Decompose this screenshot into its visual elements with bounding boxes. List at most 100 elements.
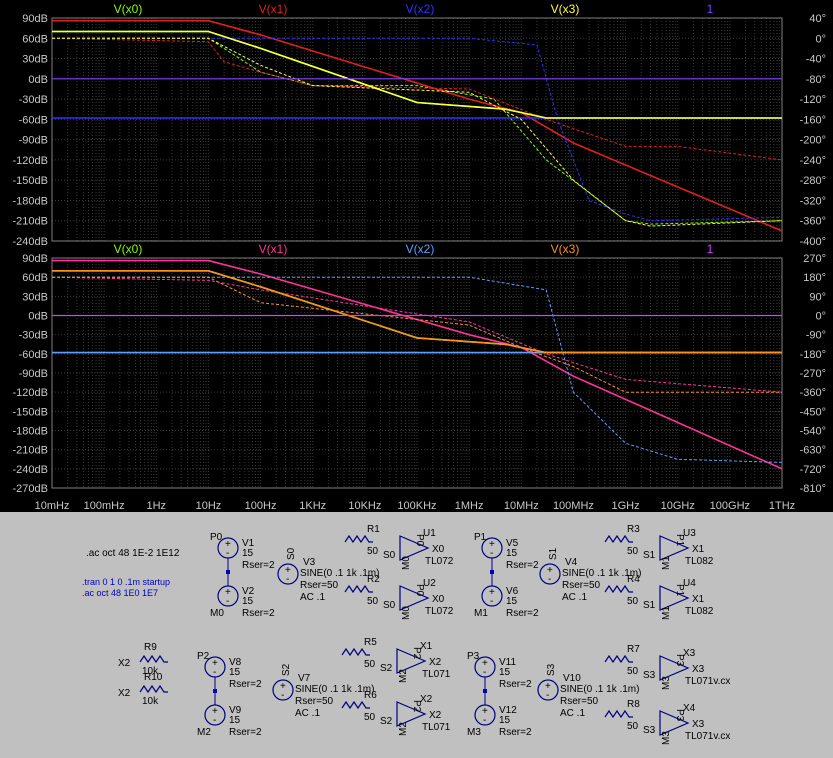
- y-tick-label-left: -210dB: [13, 445, 48, 457]
- sine-spec: SINE(0 .1 1k .1m): [295, 684, 374, 695]
- x-tick-label: 100Hz: [245, 500, 277, 512]
- supply-rser-bottom: Rser=2: [499, 727, 532, 738]
- y-tick-label-left: 90dB: [22, 13, 48, 25]
- y-tick-label-left: -270dB: [13, 483, 48, 495]
- legend-label-0[interactable]: V(x0): [114, 2, 143, 16]
- sine-node: S0: [286, 547, 297, 560]
- feedback-resistor[interactable]: [341, 647, 370, 657]
- supply-rser-bottom: Rser=2: [229, 727, 262, 738]
- legend-label-3[interactable]: V(x3): [551, 242, 580, 256]
- y-tick-label-right: -40°: [806, 54, 826, 66]
- legend-label-1[interactable]: V(x1): [259, 242, 288, 256]
- x-tick-label: 100GHz: [710, 500, 750, 512]
- resistor-value: 50: [627, 546, 639, 557]
- x-tick-label: 10GHz: [661, 500, 695, 512]
- legend-label-4[interactable]: 1: [707, 2, 714, 16]
- opamp-supply-node: P0: [414, 534, 425, 547]
- y-tick-label-left: -210dB: [13, 216, 48, 228]
- feedback-resistor[interactable]: [604, 654, 633, 664]
- feedback-resistor[interactable]: [604, 709, 633, 719]
- sine-ac: AC .1: [295, 708, 320, 719]
- opamp-supply-node: P3: [674, 709, 685, 722]
- plus-sign: +: [489, 587, 495, 598]
- load-value: 10k: [142, 666, 159, 677]
- directive-ac1[interactable]: .ac oct 48 1E-2 1E12: [86, 548, 180, 559]
- y-tick-label-left: -150dB: [13, 406, 48, 418]
- waveform-plots[interactable]: 90dB 60dB 30dB 0dB -30dB -60dB -90dB -120dB -150…: [0, 0, 833, 512]
- pane-1[interactable]: 90dB 60dB 30dB 0dB -30dB -60dB -90dB -120dB -150…: [13, 242, 826, 512]
- sine-rser: Rser=50: [562, 580, 601, 591]
- y-tick-label-right: -200°: [800, 135, 826, 147]
- opamp-output-node: X0: [432, 594, 445, 605]
- trace-Vx1-phase: [51, 276, 783, 393]
- trace-Vx3-phase: [52, 37, 783, 227]
- y-tick-label-left: -90dB: [19, 135, 48, 147]
- opamp-model: TL071v.cx: [685, 731, 730, 742]
- resistor-value: 50: [367, 596, 379, 607]
- opamp[interactable]: [659, 535, 690, 561]
- sine-source[interactable]: [539, 563, 561, 585]
- opamp[interactable]: [399, 535, 430, 561]
- pane-0[interactable]: 90dB 60dB 30dB 0dB -30dB -60dB -90dB -120dB -150…: [13, 2, 826, 248]
- opamp-input-node: S2: [380, 663, 393, 674]
- sine-spec: SINE(0 .1 1k .1m): [560, 684, 639, 695]
- feedback-resistor[interactable]: [604, 584, 633, 594]
- opamp[interactable]: [396, 648, 427, 674]
- load-resistor[interactable]: [139, 654, 168, 664]
- legend-label-3[interactable]: V(x3): [551, 2, 580, 16]
- opamp-neg-supply: M3: [661, 731, 672, 745]
- directive-ac2[interactable]: .ac oct 48 1E0 1E7: [82, 588, 158, 598]
- sine-node: S1: [548, 547, 559, 560]
- opamp-name: X4: [683, 703, 696, 714]
- directive-tran[interactable]: .tran 0 1 0 .1m startup: [82, 577, 170, 587]
- legend-label-0[interactable]: V(x0): [114, 242, 143, 256]
- feedback-resistor[interactable]: [604, 534, 633, 544]
- minus-sign: -: [226, 596, 229, 607]
- legend-label-1[interactable]: V(x1): [259, 2, 288, 16]
- opamp-supply-node: P1: [674, 534, 685, 547]
- supply-name-top: V8: [229, 657, 242, 668]
- sine-source[interactable]: [537, 679, 559, 701]
- sine-name: V7: [298, 673, 311, 684]
- opamp-input-node: S0: [383, 550, 396, 561]
- feedback-resistor[interactable]: [344, 584, 373, 594]
- x-tick-label: 10Hz: [196, 500, 222, 512]
- y-tick-label-left: -150dB: [13, 175, 48, 187]
- opamp[interactable]: [399, 585, 430, 611]
- y-tick-label-right: -360°: [800, 387, 826, 399]
- opamp[interactable]: [396, 701, 427, 727]
- y-tick-label-right: -320°: [800, 195, 826, 207]
- sine-name: V3: [303, 557, 316, 568]
- opamp[interactable]: [659, 655, 690, 681]
- schematic-canvas[interactable]: .ac oct 48 1E-2 1E12 .tran 0 1 0 .1m sta…: [0, 512, 833, 758]
- plus-sign: +: [482, 658, 488, 669]
- opamp-output-node: X0: [432, 544, 445, 555]
- opamp-output-node: X2: [429, 657, 442, 668]
- legend-label-2[interactable]: V(x2): [406, 242, 435, 256]
- schematic-editor[interactable]: .ac oct 48 1E-2 1E12 .tran 0 1 0 .1m sta…: [0, 512, 833, 758]
- y-tick-label-right: -360°: [800, 216, 826, 228]
- opamp-output-node: X1: [692, 594, 705, 605]
- plus-sign: +: [285, 565, 291, 576]
- feedback-resistor[interactable]: [344, 534, 373, 544]
- y-tick-label-left: -30dB: [19, 330, 48, 342]
- minus-sign: -: [213, 667, 216, 678]
- y-tick-label-left: -90dB: [19, 368, 48, 380]
- supply-name-top: V11: [499, 657, 516, 668]
- bode-plot-panes[interactable]: 90dB 60dB 30dB 0dB -30dB -60dB -90dB -120dB -150…: [0, 0, 833, 512]
- resistor-name: R2: [367, 574, 380, 585]
- y-tick-label-left: 90dB: [22, 253, 48, 265]
- load-resistor[interactable]: [139, 684, 168, 694]
- opamp[interactable]: [659, 585, 690, 611]
- supply-value-bottom: 15: [229, 715, 241, 726]
- sine-source[interactable]: [272, 679, 294, 701]
- plus-sign: +: [482, 706, 488, 717]
- opamp-supply-node: P3: [674, 654, 685, 667]
- opamp[interactable]: [659, 710, 690, 736]
- legend-label-2[interactable]: V(x2): [406, 2, 435, 16]
- trace-Vx1-phase: [51, 37, 783, 161]
- feedback-resistor[interactable]: [341, 700, 370, 710]
- sine-ac: AC .1: [560, 708, 585, 719]
- sine-source[interactable]: [277, 563, 299, 585]
- legend-label-4[interactable]: 1: [707, 242, 714, 256]
